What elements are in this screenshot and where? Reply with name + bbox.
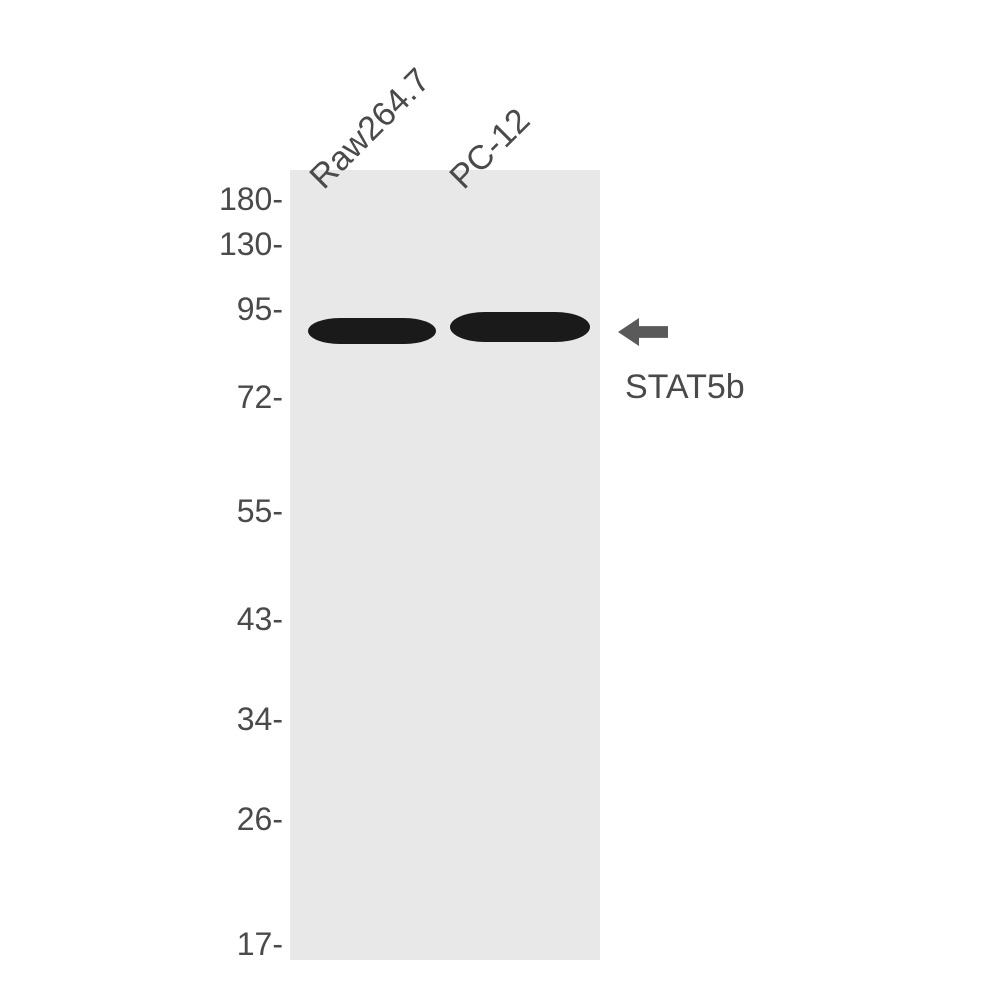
band-lane2 [450, 312, 590, 342]
target-protein-label: STAT5b [625, 368, 745, 407]
marker-34: 34- [163, 701, 283, 738]
target-arrow-icon [618, 318, 668, 346]
western-blot-figure: 180- 130- 95- 72- 55- 43- 34- 26- 17- Ra… [0, 0, 1000, 1000]
marker-180: 180- [163, 181, 283, 218]
marker-43: 43- [163, 601, 283, 638]
marker-130: 130- [163, 226, 283, 263]
marker-26: 26- [163, 801, 283, 838]
band-lane1 [308, 318, 436, 344]
marker-55: 55- [163, 493, 283, 530]
marker-72: 72- [163, 379, 283, 416]
blot-membrane [290, 170, 600, 960]
marker-95: 95- [163, 291, 283, 328]
marker-17: 17- [163, 926, 283, 963]
